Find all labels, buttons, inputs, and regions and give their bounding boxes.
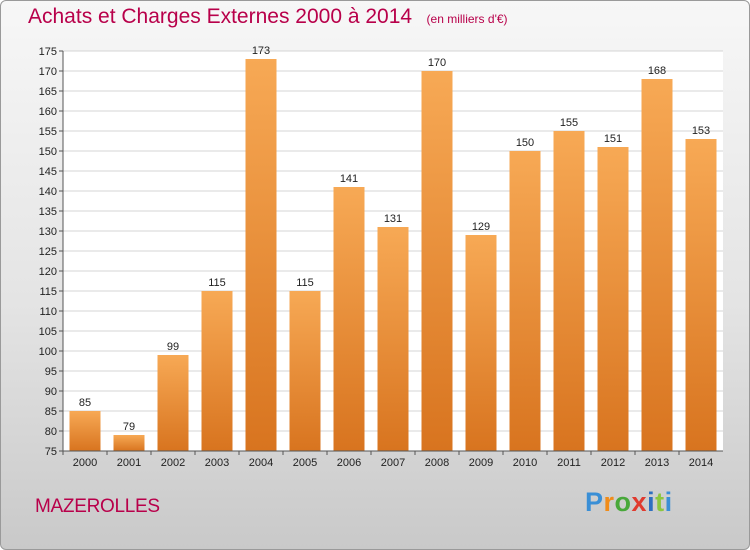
y-tick-label: 90 xyxy=(45,386,57,398)
x-axis-ticks: 2000 2001 2002 2003 2004 2005 2006 2007 2008 2009… xyxy=(62,451,713,469)
bar xyxy=(289,291,321,451)
logo-letter: x xyxy=(631,487,648,517)
logo-letter: i xyxy=(647,487,656,517)
x-tick-label: 2001 xyxy=(117,457,141,469)
location-label: MAZEROLLES xyxy=(35,496,160,517)
y-tick-label: 105 xyxy=(39,326,57,338)
y-tick-label: 85 xyxy=(45,406,57,418)
data-label: 141 xyxy=(340,173,358,185)
x-tick-label: 2010 xyxy=(513,457,537,469)
y-axis-ticks: 75 80 85 90 95 100 105 110 115 120 125 130 135 140 145… xyxy=(39,46,63,458)
y-tick-label: 125 xyxy=(39,246,57,258)
bar xyxy=(113,435,145,451)
logo-letter: r xyxy=(603,487,615,517)
y-tick-label: 165 xyxy=(39,86,57,98)
bar xyxy=(553,131,585,451)
data-labels: 85 79 99 115 173 115 141 131 170 129 150 155 151 168 1… xyxy=(79,45,710,433)
x-tick-label: 2003 xyxy=(205,457,229,469)
proxiti-logo: Proxiti xyxy=(585,487,673,518)
data-label: 85 xyxy=(79,397,91,409)
y-tick-label: 100 xyxy=(39,346,57,358)
x-tick-label: 2008 xyxy=(425,457,449,469)
bar xyxy=(377,227,409,451)
y-tick-label: 145 xyxy=(39,166,57,178)
y-tick-label: 120 xyxy=(39,266,57,278)
y-tick-label: 155 xyxy=(39,126,57,138)
bar xyxy=(333,187,365,451)
bars xyxy=(69,59,717,451)
y-tick-label: 110 xyxy=(39,306,57,318)
data-label: 170 xyxy=(428,57,446,69)
bar xyxy=(157,355,189,451)
x-tick-label: 2006 xyxy=(337,457,361,469)
data-label: 131 xyxy=(384,213,402,225)
data-label: 155 xyxy=(560,117,578,129)
bar xyxy=(465,235,497,451)
chart-title: Achats et Charges Externes 2000 à 2014 xyxy=(28,5,413,28)
x-tick-label: 2012 xyxy=(601,457,625,469)
logo-letter: P xyxy=(585,487,604,517)
y-tick-label: 75 xyxy=(45,446,57,458)
x-tick-label: 2009 xyxy=(469,457,493,469)
y-tick-label: 170 xyxy=(39,66,57,78)
y-tick-label: 140 xyxy=(39,186,57,198)
x-tick-label: 2007 xyxy=(381,457,405,469)
data-label: 153 xyxy=(692,125,710,137)
x-tick-label: 2013 xyxy=(645,457,669,469)
x-tick-label: 2004 xyxy=(249,457,273,469)
bar xyxy=(69,411,101,451)
bar xyxy=(245,59,277,451)
data-label: 151 xyxy=(604,133,622,145)
logo-letter: o xyxy=(614,487,632,517)
chart-subtitle: (en milliers d'€) xyxy=(426,12,508,26)
x-tick-label: 2002 xyxy=(161,457,185,469)
x-tick-label: 2005 xyxy=(293,457,317,469)
y-tick-label: 130 xyxy=(39,226,57,238)
bar xyxy=(421,71,453,451)
data-label: 79 xyxy=(123,421,135,433)
y-tick-label: 160 xyxy=(39,106,57,118)
x-tick-label: 2000 xyxy=(73,457,97,469)
data-label: 99 xyxy=(167,341,179,353)
bar xyxy=(641,79,673,451)
y-tick-label: 175 xyxy=(39,46,57,58)
y-tick-label: 150 xyxy=(39,146,57,158)
y-tick-label: 135 xyxy=(39,206,57,218)
bar xyxy=(509,151,541,451)
bar xyxy=(201,291,233,451)
x-tick-label: 2014 xyxy=(689,457,713,469)
y-tick-label: 80 xyxy=(45,426,57,438)
logo-letter: i xyxy=(664,487,673,517)
x-tick-label: 2011 xyxy=(557,457,581,469)
bar xyxy=(597,147,629,451)
data-label: 115 xyxy=(208,277,226,289)
data-label: 129 xyxy=(472,221,490,233)
data-label: 115 xyxy=(296,277,314,289)
data-label: 150 xyxy=(516,137,534,149)
y-tick-label: 95 xyxy=(45,366,57,378)
bar xyxy=(685,139,717,451)
y-tick-label: 115 xyxy=(39,286,57,298)
title-row: Achats et Charges Externes 2000 à 2014 (… xyxy=(28,5,508,29)
data-label: 168 xyxy=(648,65,666,77)
data-label: 173 xyxy=(252,45,270,57)
logo-letter: t xyxy=(655,487,665,517)
